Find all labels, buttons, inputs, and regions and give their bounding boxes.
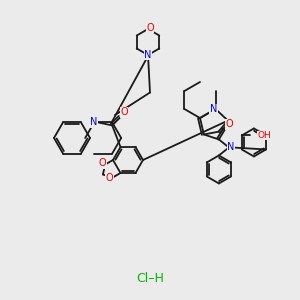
Text: N: N — [210, 104, 217, 114]
Text: O: O — [106, 173, 113, 184]
Text: Cl–H: Cl–H — [136, 272, 164, 284]
Text: O: O — [225, 119, 233, 130]
Text: N: N — [227, 142, 235, 152]
Text: O: O — [120, 107, 128, 117]
Text: N: N — [91, 117, 98, 128]
Text: N: N — [144, 50, 152, 60]
Text: OH: OH — [258, 131, 272, 140]
Text: O: O — [98, 158, 106, 169]
Text: O: O — [146, 23, 154, 33]
